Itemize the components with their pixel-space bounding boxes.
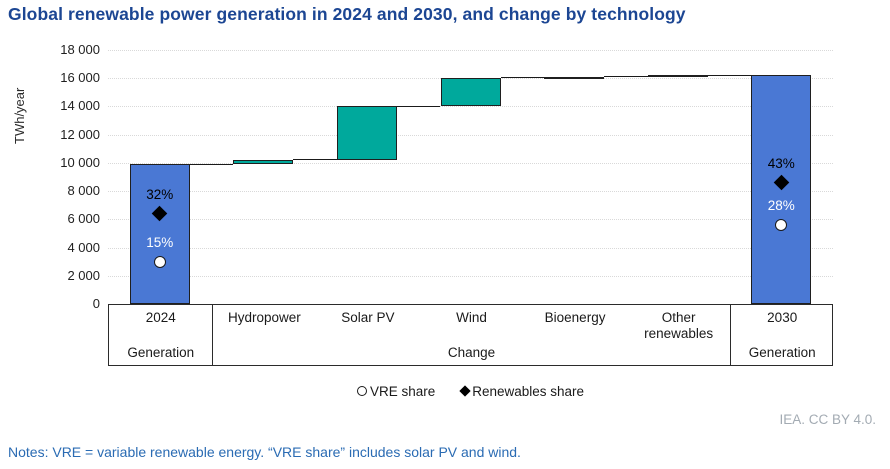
- waterfall-connector: [189, 163, 234, 165]
- y-tick-label: 10 000: [60, 154, 100, 170]
- y-tick-label: 0: [92, 296, 100, 311]
- category-axis-table: 2024 Hydropower Solar PV Wind Bioenergy Other…: [108, 304, 833, 366]
- share-value-label: 15%: [146, 234, 174, 250]
- bar-wind: [440, 78, 501, 107]
- gridline: [108, 134, 833, 136]
- gridline: [108, 247, 833, 249]
- waterfall-connector: [604, 76, 648, 78]
- group-label-generation-0: Generation: [127, 345, 195, 360]
- share-value-label: 28%: [767, 197, 795, 213]
- gridline: [108, 275, 833, 277]
- legend-label: Renewables share: [472, 383, 585, 399]
- bar-hydropower: [233, 160, 294, 165]
- category-label-solar-pv: Solar PV: [341, 310, 395, 325]
- y-tick-label: 12 000: [60, 126, 100, 142]
- group-divider: [211, 305, 213, 365]
- waterfall-connector: [396, 105, 441, 107]
- y-axis-ticks: 0 2 000 4 000 6 000 8 000 10 000 12 000 14 000 1…: [38, 0, 100, 469]
- share-value-label: 32%: [146, 186, 174, 202]
- circle-icon: [356, 386, 367, 396]
- y-tick-label: 2 000: [67, 267, 100, 283]
- footnote: Notes: VRE = variable renewable energy. …: [8, 444, 521, 460]
- license-credit: IEA. CC BY 4.0.: [779, 412, 876, 427]
- category-label-hydropower: Hydropower: [227, 310, 301, 325]
- legend-item-renewables-share: Renewables share: [459, 383, 585, 399]
- share-value-label: 43%: [767, 155, 795, 171]
- y-tick-label: 4 000: [67, 239, 100, 255]
- legend-item-vre-share: VRE share: [356, 383, 436, 399]
- legend-label: VRE share: [369, 383, 436, 399]
- waterfall-connector: [707, 74, 752, 76]
- category-label-other-renewables: Other renewables: [644, 310, 714, 341]
- chart-legend: VRE share Renewables share: [108, 381, 833, 401]
- page-title: Global renewable power generation in 202…: [8, 4, 686, 24]
- plot-area: 32% 15% 43% 28%: [108, 50, 833, 304]
- circle-marker-2030: [775, 218, 788, 231]
- y-tick-label: 6 000: [67, 211, 100, 227]
- bar-solar-pv: [336, 106, 397, 161]
- gridline: [108, 219, 833, 221]
- gridline: [108, 191, 833, 193]
- group-divider: [729, 305, 731, 365]
- diamond-icon: [459, 385, 471, 397]
- bar-other-renewables: [647, 75, 708, 78]
- gridline: [108, 50, 833, 51]
- gridline: [108, 106, 833, 108]
- gridline: [108, 162, 833, 164]
- category-label-2024: 2024: [145, 310, 176, 325]
- waterfall-connector: [293, 159, 337, 161]
- waterfall-connector: [500, 77, 545, 79]
- group-label-generation-2: Generation: [748, 345, 816, 360]
- category-label-2030: 2030: [767, 310, 798, 325]
- bar-2024: [129, 164, 190, 304]
- category-label-bioenergy: Bioenergy: [544, 310, 606, 325]
- bar-bioenergy: [544, 76, 605, 79]
- y-tick-label: 8 000: [67, 183, 100, 199]
- y-tick-label: 16 000: [60, 70, 100, 86]
- y-tick-label: 14 000: [60, 98, 100, 114]
- y-axis-label: TWh/year: [12, 87, 27, 145]
- group-label-change-1: Change: [447, 345, 496, 360]
- category-label-wind: Wind: [456, 310, 487, 325]
- circle-marker-2024: [153, 255, 166, 268]
- y-tick-label: 18 000: [60, 42, 100, 57]
